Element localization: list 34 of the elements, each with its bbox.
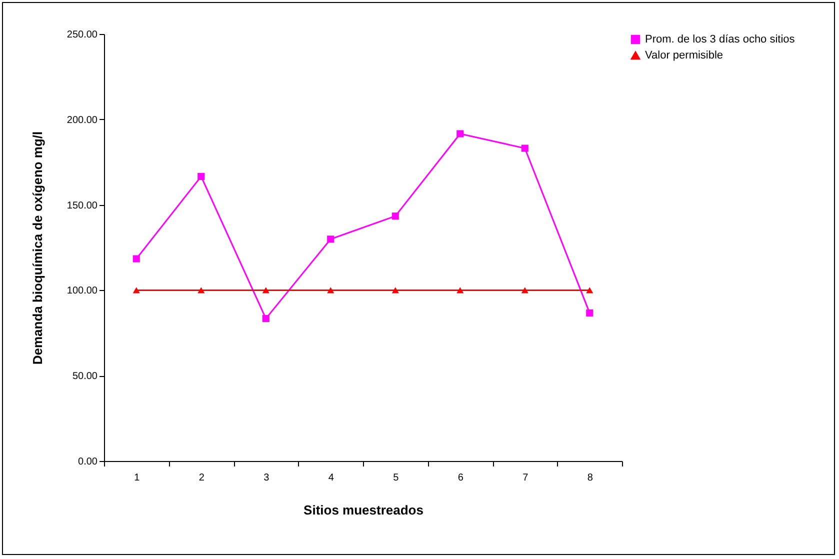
- y-tick-label: 250.00: [66, 30, 98, 40]
- x-tick-label: 8: [587, 472, 594, 484]
- point: [262, 287, 270, 294]
- point: [392, 212, 399, 220]
- x-tick-label: 7: [522, 472, 529, 484]
- point: [132, 287, 140, 294]
- point: [198, 287, 205, 294]
- y-tick-label: 200.00: [66, 114, 98, 126]
- x-tick-label: 1: [134, 472, 140, 484]
- point: [262, 315, 270, 322]
- y-tick-label: 50.00: [72, 371, 98, 382]
- x-tick-label: 3: [264, 472, 270, 484]
- point: [456, 130, 464, 138]
- point: [327, 236, 334, 243]
- point: [456, 287, 464, 294]
- y-tick-label: 0.00: [78, 456, 98, 468]
- point: [132, 255, 140, 262]
- point: [586, 287, 594, 294]
- y-tick-label: 150.00: [66, 200, 98, 212]
- legend-label: Valor permisible: [645, 50, 724, 62]
- x-axis-title: Sitios muestreados: [304, 502, 424, 518]
- x-tick-label: 6: [458, 472, 464, 484]
- point: [586, 309, 594, 316]
- x-tick-label: 4: [328, 472, 334, 484]
- point: [198, 172, 205, 180]
- point: [327, 287, 334, 294]
- point: [521, 144, 528, 152]
- point: [392, 287, 399, 294]
- x-tick-label: 2: [198, 472, 205, 484]
- legend-label: Prom. de los 3 días ocho sitios: [645, 34, 796, 46]
- y-axis-title: Demanda bioquímica de oxígeno mg/l: [30, 131, 45, 365]
- x-tick-label: 5: [393, 472, 400, 484]
- y-tick-label: 100.00: [66, 286, 98, 297]
- point: [521, 287, 528, 294]
